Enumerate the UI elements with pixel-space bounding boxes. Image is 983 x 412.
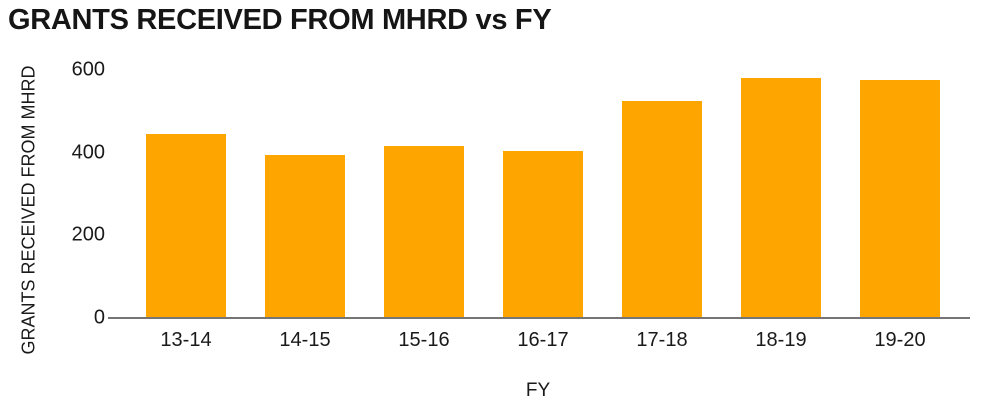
bar-14-15 bbox=[265, 155, 345, 318]
bar-16-17 bbox=[503, 151, 583, 318]
x-tick-label-14-15: 14-15 bbox=[279, 329, 331, 351]
x-tick-label-19-20: 19-20 bbox=[874, 329, 926, 351]
bar-15-16 bbox=[384, 146, 464, 318]
x-axis-line bbox=[108, 317, 970, 319]
y-tick-label-400: 400 bbox=[71, 141, 105, 164]
y-tick-label-200: 200 bbox=[71, 223, 105, 246]
chart-title: GRANTS RECEIVED FROM MHRD vs FY bbox=[8, 4, 552, 36]
x-tick-label-13-14: 13-14 bbox=[160, 329, 212, 351]
y-tick-label-0: 0 bbox=[93, 306, 105, 329]
x-axis-title: FY bbox=[525, 380, 551, 401]
x-tick-label-18-19: 18-19 bbox=[755, 329, 807, 351]
bar-13-14 bbox=[146, 134, 226, 318]
x-tick-label-16-17: 16-17 bbox=[517, 329, 569, 351]
x-tick-label-15-16: 15-16 bbox=[398, 329, 450, 351]
bar-18-19 bbox=[741, 78, 821, 318]
bar-19-20 bbox=[860, 80, 940, 318]
y-tick-label-600: 600 bbox=[71, 58, 105, 81]
bar-17-18 bbox=[622, 101, 702, 318]
x-tick-label-17-18: 17-18 bbox=[636, 329, 688, 351]
